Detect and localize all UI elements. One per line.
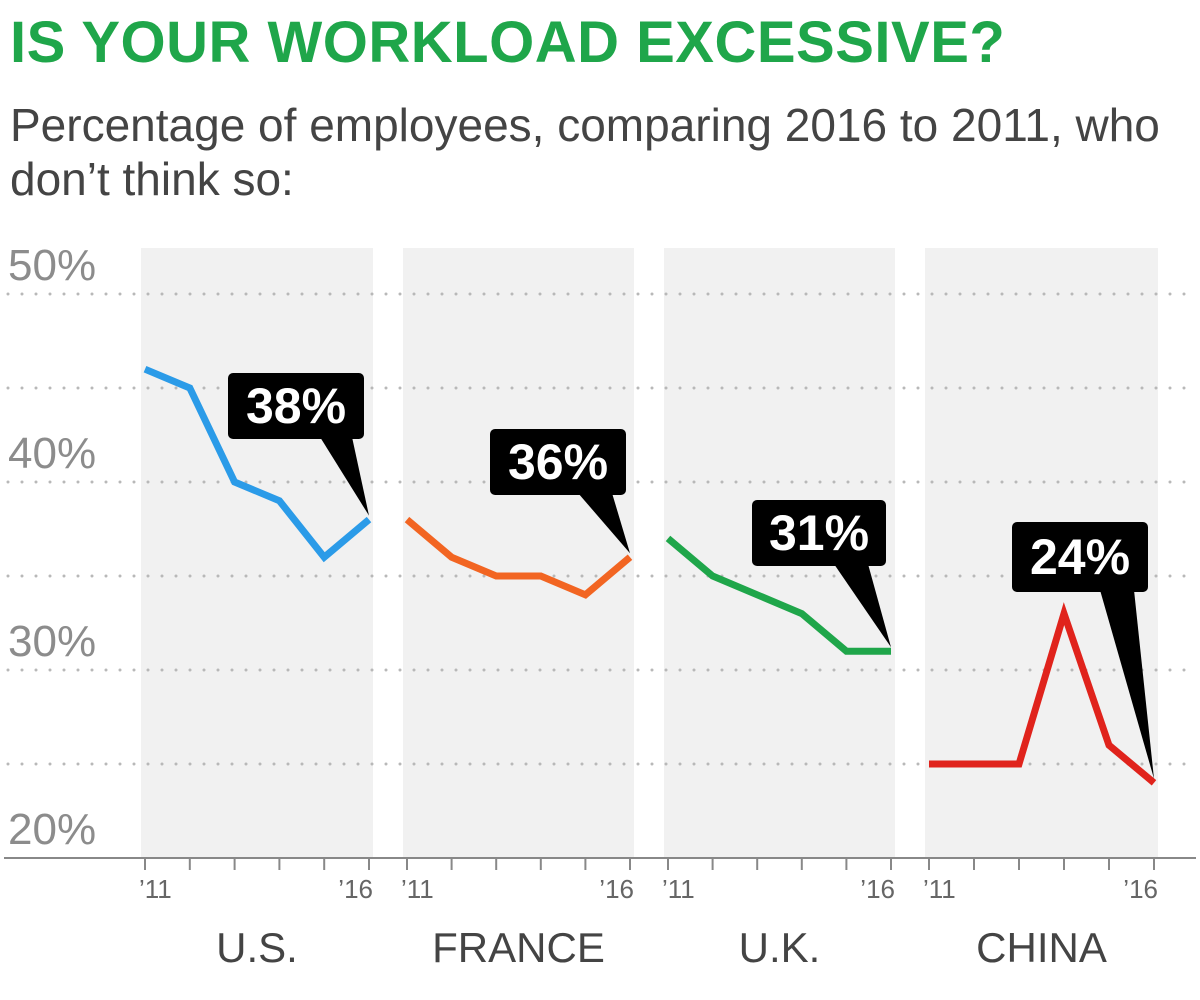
chart-subtitle: Percentage of employees, comparing 2016 … bbox=[10, 99, 1160, 206]
series-line-us bbox=[143, 365, 372, 563]
data-label: 38% bbox=[246, 378, 346, 434]
country-label: U.K. bbox=[739, 924, 821, 971]
data-label: 31% bbox=[769, 505, 869, 561]
callout-box bbox=[228, 373, 364, 439]
y-tick-label: 30% bbox=[8, 617, 96, 666]
callout-box bbox=[752, 500, 886, 566]
y-tick-label: 50% bbox=[8, 241, 96, 290]
data-label: 36% bbox=[508, 434, 608, 490]
x-tick-label: ’16 bbox=[338, 874, 373, 904]
panel-bg-0 bbox=[141, 248, 373, 858]
series-line-france bbox=[404, 516, 633, 599]
country-label: CHINA bbox=[976, 924, 1107, 971]
x-tick-label: ’11 bbox=[401, 874, 434, 904]
callout-box bbox=[1012, 522, 1148, 592]
x-tick-label: ’16 bbox=[599, 874, 634, 904]
series-line-uk bbox=[665, 535, 891, 655]
callout-pointer bbox=[834, 564, 891, 648]
callout-pointer bbox=[578, 493, 630, 554]
y-tick-label: 20% bbox=[8, 805, 96, 854]
x-tick-label: ’11 bbox=[139, 874, 172, 904]
x-tick-label: ’11 bbox=[662, 874, 695, 904]
callout-box bbox=[490, 429, 626, 495]
x-tick-label: ’16 bbox=[1123, 874, 1158, 904]
y-tick-label: 40% bbox=[8, 429, 96, 478]
data-label: 24% bbox=[1030, 529, 1130, 585]
x-tick-label: ’16 bbox=[860, 874, 895, 904]
country-label: U.S. bbox=[216, 924, 298, 971]
callout-pointer bbox=[1100, 590, 1154, 779]
callout-pointer bbox=[320, 437, 369, 516]
country-label: FRANCE bbox=[432, 924, 605, 971]
x-tick-label: ’11 bbox=[923, 874, 956, 904]
series-line-china bbox=[929, 602, 1157, 786]
panel-bg-1 bbox=[403, 248, 634, 858]
chart-title: IS YOUR WORKLOAD EXCESSIVE? bbox=[10, 10, 1006, 75]
